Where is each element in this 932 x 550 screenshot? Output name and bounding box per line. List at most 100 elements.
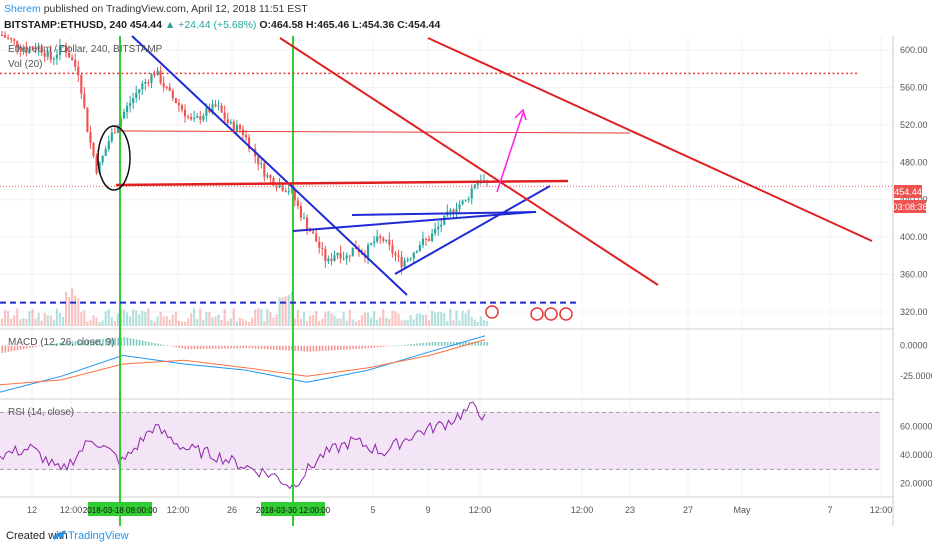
candle bbox=[397, 249, 400, 263]
candle bbox=[101, 155, 104, 166]
rsi-pane[interactable] bbox=[0, 401, 880, 490]
macd-histogram-bar bbox=[74, 341, 77, 346]
volume-bar bbox=[458, 320, 461, 326]
circle-annotation[interactable] bbox=[97, 125, 131, 191]
blue-wedge-upper[interactable] bbox=[292, 211, 534, 232]
volume-bar bbox=[397, 313, 400, 326]
volume-legend: Vol (20) bbox=[8, 59, 42, 70]
macd-histogram-bar bbox=[10, 345, 13, 352]
candle bbox=[437, 221, 440, 236]
time-tick-label: 2018-03-30 12:00:00 bbox=[256, 506, 331, 515]
candle bbox=[296, 197, 299, 210]
red-downtrend-1[interactable] bbox=[279, 37, 659, 286]
candle bbox=[107, 135, 110, 152]
candle bbox=[470, 184, 473, 205]
volume-bar bbox=[165, 316, 168, 326]
candle bbox=[345, 252, 348, 265]
time-axis[interactable]: 12 12:00 2018-03-18 08:00:00 12:00 26 2018-03… bbox=[27, 502, 892, 516]
time-tick-label: 23 bbox=[625, 505, 635, 515]
candle bbox=[71, 54, 74, 61]
red-downtrend-2[interactable] bbox=[427, 37, 873, 242]
volume-bar bbox=[129, 316, 132, 326]
volume-bar bbox=[446, 321, 449, 326]
candle bbox=[385, 239, 388, 244]
candle bbox=[141, 80, 144, 95]
macd-histogram-bar bbox=[276, 345, 278, 350]
signal-line bbox=[0, 339, 486, 386]
candle bbox=[83, 87, 86, 110]
macd-histogram-bar bbox=[367, 345, 370, 349]
candle bbox=[34, 42, 37, 54]
price-pane[interactable] bbox=[0, 30, 489, 326]
macd-histogram-bar bbox=[77, 340, 80, 346]
candle bbox=[391, 239, 394, 258]
volume-bar bbox=[31, 309, 34, 326]
volume-bar bbox=[370, 317, 373, 326]
macd-histogram-bar bbox=[202, 345, 205, 349]
candle bbox=[220, 102, 223, 114]
macd-histogram-bar bbox=[181, 345, 184, 349]
tradingview-brand-link[interactable]: TradingView bbox=[68, 530, 129, 542]
event-badge-icon[interactable] bbox=[530, 307, 544, 321]
author-link[interactable]: Sherem bbox=[4, 3, 41, 15]
macd-histogram-bar bbox=[446, 342, 449, 346]
candle bbox=[394, 251, 397, 262]
macd-histogram-bar bbox=[242, 345, 245, 349]
macd-histogram-bar bbox=[62, 342, 65, 346]
event-badge-icon[interactable] bbox=[559, 307, 573, 321]
candle bbox=[165, 85, 168, 90]
volume-bar bbox=[49, 315, 52, 326]
macd-histogram-bar bbox=[358, 345, 360, 349]
projection-arrow[interactable] bbox=[496, 108, 527, 193]
volume-bar bbox=[461, 310, 464, 326]
event-badges[interactable] bbox=[485, 305, 573, 321]
volume-bar bbox=[440, 312, 443, 326]
candle bbox=[315, 229, 318, 242]
volume-bar bbox=[80, 312, 83, 326]
volume-bar bbox=[104, 311, 107, 326]
blue-downtrend-line[interactable] bbox=[131, 35, 408, 296]
ohlc-values: O:464.58 H:465.46 L:454.36 C:454.44 bbox=[259, 19, 441, 31]
red-horizontal-support[interactable] bbox=[115, 179, 569, 187]
volume-bar bbox=[290, 291, 293, 326]
volume-bar bbox=[251, 317, 254, 326]
volume-bar bbox=[342, 311, 345, 326]
macd-histogram-bar bbox=[449, 342, 452, 346]
candle bbox=[348, 255, 351, 262]
volume-bar bbox=[223, 309, 226, 326]
macd-histogram-bar bbox=[452, 342, 455, 346]
macd-pane[interactable] bbox=[0, 335, 489, 393]
macd-histogram-bar bbox=[440, 342, 443, 346]
event-badge-icon[interactable] bbox=[485, 305, 499, 319]
event-badge-icon[interactable] bbox=[544, 307, 558, 321]
red-horizontal-thin[interactable] bbox=[117, 130, 631, 134]
candle bbox=[458, 200, 461, 214]
macd-histogram-bar bbox=[327, 345, 330, 351]
macd-histogram-bar bbox=[117, 337, 120, 346]
candle bbox=[193, 110, 196, 123]
macd-histogram-bar bbox=[211, 345, 214, 349]
price-axis[interactable]: 600.00 560.00 520.00 480.00 440.00 400.00 360.… bbox=[900, 45, 932, 489]
macd-histogram-bar bbox=[68, 341, 71, 346]
candles bbox=[0, 30, 489, 275]
time-tick-label: 12:00 bbox=[167, 505, 190, 515]
volume-bar bbox=[244, 320, 248, 326]
volume-bars bbox=[0, 288, 489, 326]
candle bbox=[46, 49, 49, 61]
volume-bar bbox=[144, 311, 147, 326]
macd-histogram-bar bbox=[422, 342, 425, 346]
candle bbox=[183, 104, 187, 123]
volume-bar bbox=[86, 321, 89, 326]
volume-bar bbox=[455, 310, 458, 326]
candle bbox=[116, 124, 119, 134]
tradingview-logo-icon bbox=[53, 530, 66, 540]
volume-bar bbox=[235, 321, 238, 326]
chart-header: Sherem published on TradingView.com, Apr… bbox=[0, 0, 932, 34]
volume-bar bbox=[3, 309, 7, 326]
blue-wedge-lower[interactable] bbox=[394, 185, 551, 275]
candle bbox=[135, 85, 138, 103]
candle bbox=[138, 88, 141, 101]
symbol-label[interactable]: BITSTAMP:ETHUSD, 240 bbox=[4, 19, 127, 31]
volume-bar bbox=[199, 308, 202, 326]
